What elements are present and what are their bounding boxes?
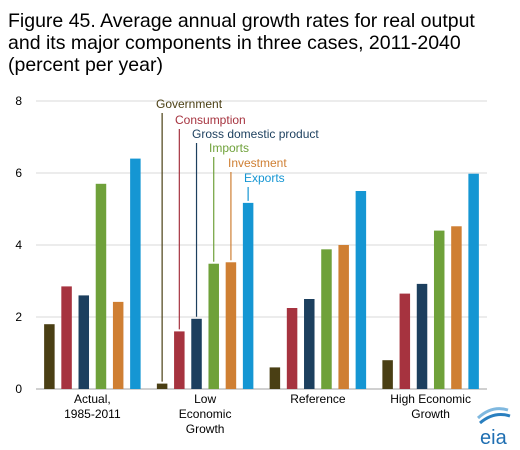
annotation-label-investment: Investment: [228, 156, 287, 170]
bar-government-0: [44, 324, 55, 389]
bar-consumption-3: [399, 293, 411, 389]
bar-exports-3: [468, 173, 479, 389]
bar-government-2: [269, 367, 281, 389]
bar-exports-2: [355, 191, 367, 389]
gridlines: [36, 100, 487, 390]
x-category-label-3: High Economic Growth: [390, 392, 471, 421]
y-axis-ticks: 0 2 4 6 8: [15, 94, 22, 396]
bar-exports-1: [242, 202, 254, 389]
bar-gross-domestic-product-1: [191, 318, 202, 389]
x-category-label-1: Low Economic Growth: [179, 392, 232, 436]
x-category-label-1-line-0: Low: [194, 392, 216, 406]
eia-logo: eia: [476, 407, 511, 449]
y-tick-label-0: 0: [15, 382, 22, 396]
bar-consumption-1: [174, 331, 185, 389]
annotation-label-imports: Imports: [209, 141, 249, 155]
x-category-label-0-line-0: Actual,: [74, 392, 111, 406]
annotation-label-government: Government: [156, 97, 223, 111]
annotation-label-consumption: Consumption: [175, 113, 246, 127]
x-category-label-1-line-1: Economic: [179, 407, 232, 421]
bar-investment-1: [225, 262, 237, 389]
y-tick-label-2: 2: [15, 310, 22, 324]
bar-gross-domestic-product-3: [416, 283, 428, 389]
x-category-label-0-line-1: 1985-2011: [64, 407, 121, 421]
bar-investment-3: [451, 226, 462, 389]
bar-imports-3: [433, 230, 445, 389]
eia-logo-arc-1: [476, 407, 509, 420]
x-category-label-3-line-0: High Economic: [390, 392, 471, 406]
x-category-label-2-line-0: Reference: [290, 392, 346, 406]
bar-consumption-2: [286, 308, 298, 389]
chart-title-line-3: (percent per year): [8, 54, 163, 76]
y-tick-label-6: 6: [15, 166, 22, 180]
bar-government-3: [382, 360, 393, 389]
bar-government-1: [156, 383, 168, 389]
x-category-label-2: Reference: [290, 392, 346, 406]
eia-logo-arc-2: [479, 413, 511, 425]
annotation-label-exports: Exports: [244, 171, 285, 185]
x-category-label-3-line-1: Growth: [411, 407, 450, 421]
y-tick-label-4: 4: [15, 238, 22, 252]
bar-exports-0: [130, 158, 141, 389]
bar-gross-domestic-product-2: [304, 299, 315, 389]
bar-gross-domestic-product-0: [78, 295, 90, 389]
chart-title: Figure 45. Average annual growth rates f…: [8, 10, 513, 76]
bars: [44, 158, 479, 389]
x-category-label-1-line-2: Growth: [186, 422, 225, 436]
annotation-label-gross-domestic-product: Gross domestic product: [192, 127, 319, 141]
bar-imports-0: [95, 183, 107, 389]
bar-imports-2: [321, 249, 332, 389]
y-tick-label-8: 8: [15, 94, 22, 108]
chart-title-line-1: Figure 45. Average annual growth rates f…: [8, 10, 475, 32]
bar-consumption-0: [61, 286, 72, 389]
bar-imports-1: [208, 263, 219, 389]
bar-investment-2: [338, 245, 349, 389]
bar-investment-0: [112, 301, 124, 389]
x-category-label-0: Actual, 1985-2011: [64, 392, 121, 421]
eia-logo-text: eia: [480, 427, 508, 449]
chart-title-line-2: and its major components in three cases,…: [8, 32, 461, 54]
